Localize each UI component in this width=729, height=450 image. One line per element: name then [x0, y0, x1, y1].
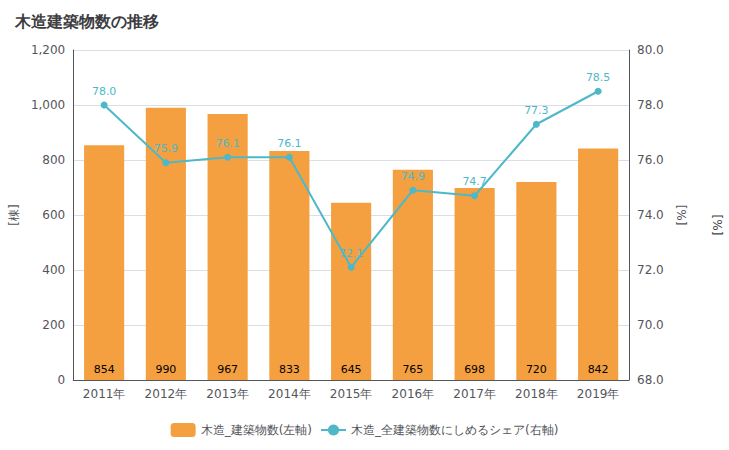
svg-text:68.0: 68.0 — [637, 373, 664, 387]
svg-text:78.5: 78.5 — [586, 71, 611, 84]
svg-text:400: 400 — [42, 263, 65, 277]
svg-text:854: 854 — [94, 363, 115, 376]
svg-text:72.1: 72.1 — [339, 247, 364, 260]
svg-text:76.0: 76.0 — [637, 153, 664, 167]
svg-text:2019年: 2019年 — [577, 387, 620, 401]
svg-text:木造建築物数の推移: 木造建築物数の推移 — [14, 12, 159, 31]
svg-text:800: 800 — [42, 153, 65, 167]
svg-text:2013年: 2013年 — [206, 387, 249, 401]
svg-text:2017年: 2017年 — [453, 387, 496, 401]
svg-text:2016年: 2016年 — [392, 387, 435, 401]
svg-text:74.0: 74.0 — [637, 208, 664, 222]
svg-text:990: 990 — [155, 363, 176, 376]
svg-text:842: 842 — [588, 363, 609, 376]
svg-text:2014年: 2014年 — [268, 387, 311, 401]
svg-text:77.3: 77.3 — [524, 104, 549, 117]
svg-text:600: 600 — [42, 208, 65, 222]
svg-text:78.0: 78.0 — [92, 85, 117, 98]
svg-text:78.0: 78.0 — [637, 98, 664, 112]
svg-text:74.9: 74.9 — [401, 170, 426, 183]
svg-text:76.1: 76.1 — [215, 137, 240, 150]
svg-text:木造_全建築物数にしめるシェア(右軸): 木造_全建築物数にしめるシェア(右軸) — [351, 423, 558, 437]
svg-text:72.0: 72.0 — [637, 263, 664, 277]
svg-text:765: 765 — [402, 363, 423, 376]
svg-text:80.0: 80.0 — [637, 43, 664, 57]
svg-text:1,200: 1,200 — [31, 43, 65, 57]
svg-text:76.1: 76.1 — [277, 137, 302, 150]
svg-text:1,000: 1,000 — [31, 98, 65, 112]
svg-text:645: 645 — [341, 363, 362, 376]
svg-text:木造_建築物数(左軸): 木造_建築物数(左軸) — [201, 423, 312, 437]
svg-text:74.7: 74.7 — [462, 175, 487, 188]
svg-text:2015年: 2015年 — [330, 387, 373, 401]
svg-text:75.9: 75.9 — [154, 142, 179, 155]
svg-text:70.0: 70.0 — [637, 318, 664, 332]
svg-text:698: 698 — [464, 363, 485, 376]
svg-text:833: 833 — [279, 363, 300, 376]
svg-text:0: 0 — [58, 373, 66, 387]
svg-text:2011年: 2011年 — [83, 387, 126, 401]
svg-text:[%]: [%] — [710, 215, 724, 236]
svg-text:200: 200 — [42, 318, 65, 332]
svg-text:2018年: 2018年 — [515, 387, 558, 401]
svg-text:[棟]: [棟] — [7, 204, 21, 225]
svg-text:2012年: 2012年 — [145, 387, 188, 401]
svg-text:[%]: [%] — [674, 205, 688, 226]
svg-text:967: 967 — [217, 363, 238, 376]
svg-text:720: 720 — [526, 363, 547, 376]
